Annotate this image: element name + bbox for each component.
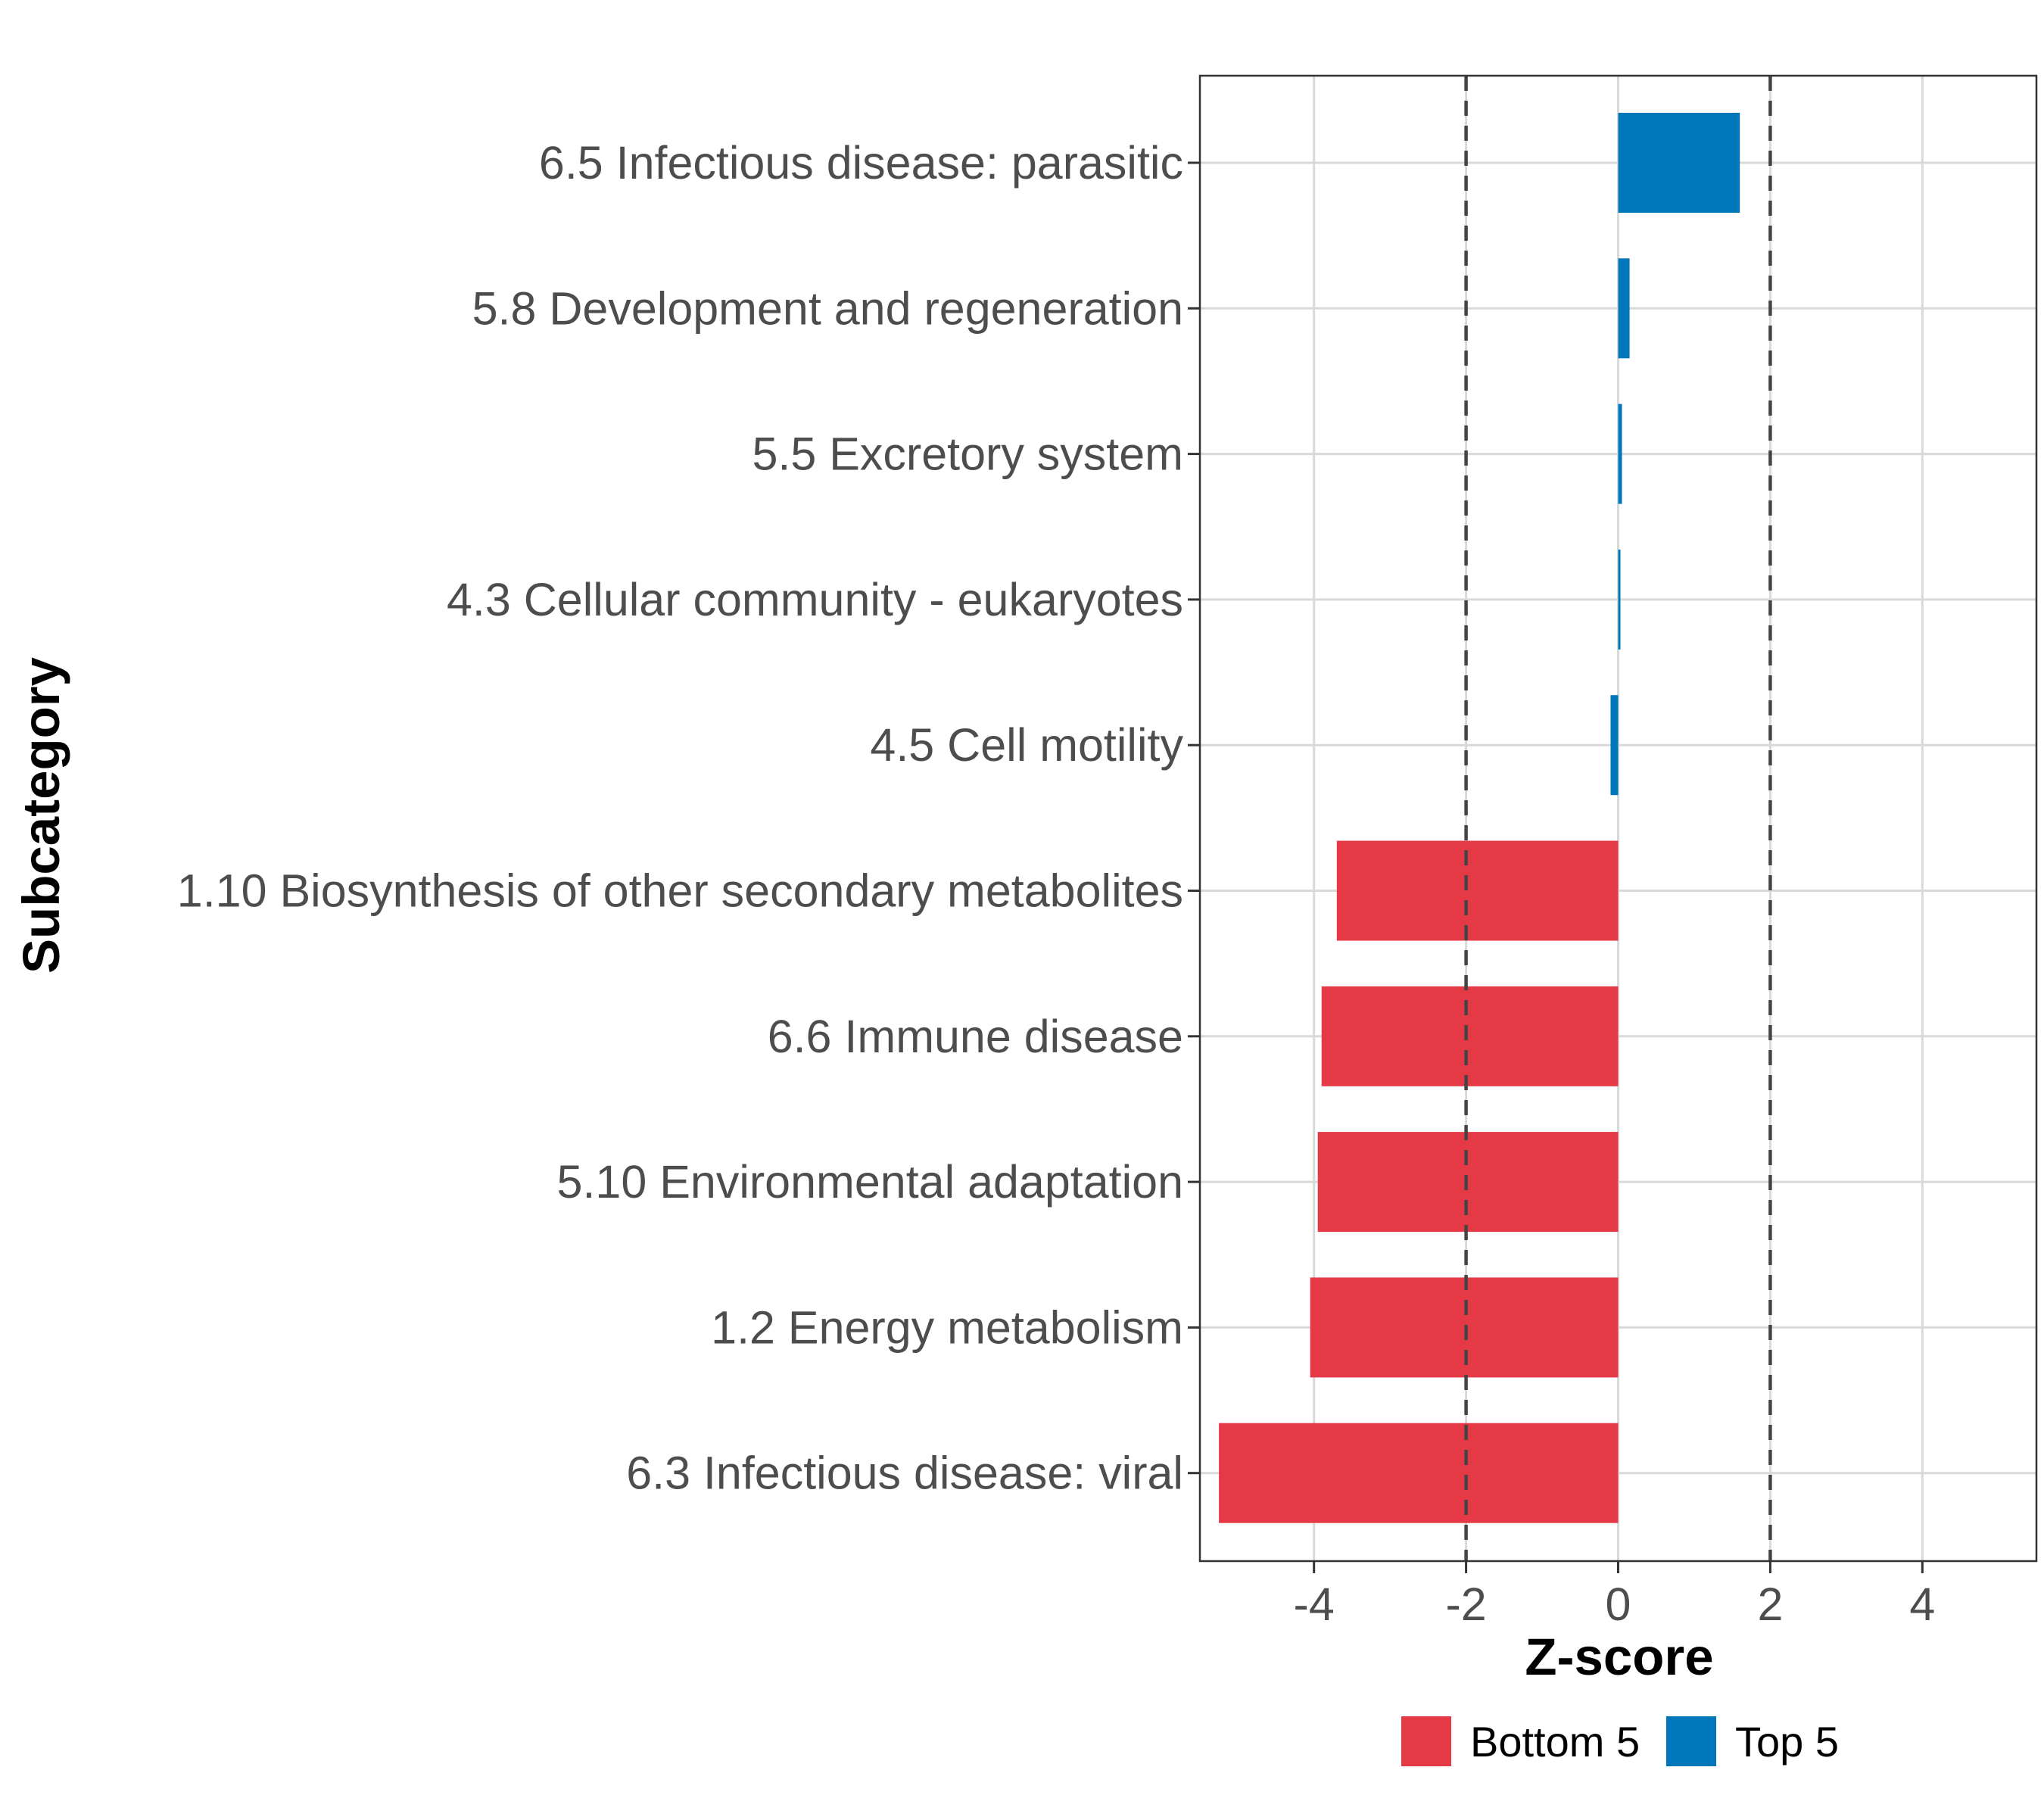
category-label: 6.6 Immune disease <box>768 1011 1183 1062</box>
category-label: 5.5 Excretory system <box>752 429 1184 480</box>
category-label: 1.2 Energy metabolism <box>711 1301 1183 1353</box>
bar <box>1317 1132 1619 1233</box>
legend-label: Bottom 5 <box>1470 1718 1640 1766</box>
legend: Bottom 5 Top 5 <box>1401 1716 1839 1766</box>
category-label: 6.5 Infectious disease: parasitic <box>539 137 1183 189</box>
x-axis: -4 -2 0 2 4 <box>1294 1561 1935 1630</box>
bar <box>1321 986 1619 1086</box>
bar <box>1610 695 1619 796</box>
category-label: 1.10 Biosynthesis of other secondary met… <box>177 865 1183 917</box>
y-axis-title: Subcategory <box>12 657 70 974</box>
category-label: 4.5 Cell motility <box>870 719 1183 771</box>
reference-lines <box>1464 76 1772 1561</box>
bar <box>1618 113 1740 213</box>
category-label: 5.8 Development and regeneration <box>472 282 1183 334</box>
bar <box>1219 1423 1619 1523</box>
legend-key <box>1401 1716 1451 1766</box>
bar <box>1618 549 1621 650</box>
legend-key <box>1666 1716 1716 1766</box>
bar <box>1618 258 1630 359</box>
category-label: 6.3 Infectious disease: viral <box>626 1448 1183 1499</box>
bars <box>1219 113 1740 1523</box>
legend-label: Top 5 <box>1735 1718 1839 1766</box>
x-tick-label: -2 <box>1445 1579 1486 1630</box>
y-axis: 6.5 Infectious disease: parasitic 5.8 Dev… <box>177 137 1200 1499</box>
x-tick-label: 0 <box>1606 1579 1631 1630</box>
category-label: 4.3 Cellular community - eukaryotes <box>447 574 1183 625</box>
category-label: 5.10 Environmental adaptation <box>557 1156 1183 1208</box>
x-tick-label: -4 <box>1294 1579 1335 1630</box>
x-tick-label: 2 <box>1757 1579 1783 1630</box>
x-axis-title: Z-score <box>1525 1628 1713 1686</box>
bar <box>1618 404 1622 504</box>
bar <box>1310 1277 1619 1378</box>
bar <box>1336 840 1619 941</box>
x-tick-label: 4 <box>1909 1579 1935 1630</box>
